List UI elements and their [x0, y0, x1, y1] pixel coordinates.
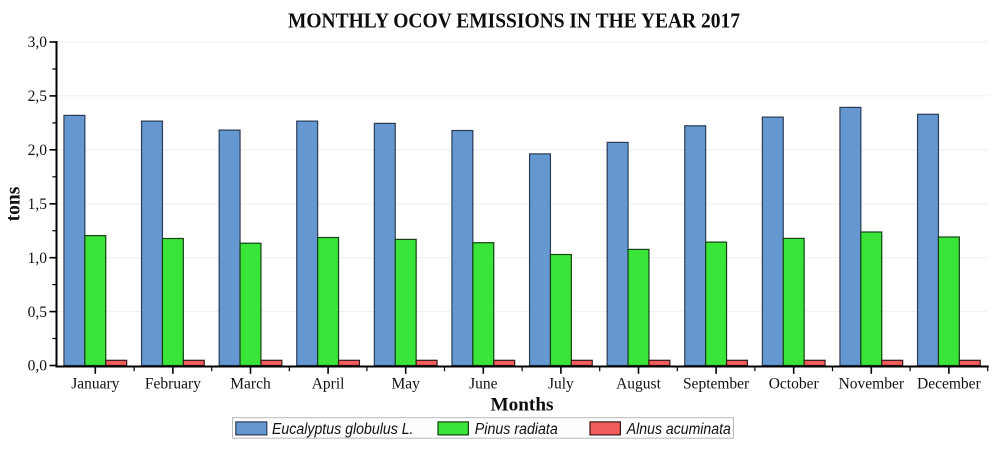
- svg-text:October: October: [769, 376, 820, 393]
- svg-text:April: April: [312, 376, 345, 393]
- svg-text:2,0: 2,0: [28, 142, 48, 159]
- svg-text:July: July: [548, 376, 574, 393]
- svg-text:3,0: 3,0: [28, 34, 48, 51]
- svg-text:February: February: [145, 376, 201, 393]
- svg-text:2,5: 2,5: [28, 88, 48, 105]
- svg-text:1,0: 1,0: [28, 250, 48, 267]
- svg-text:Eucalyptus globulus L.: Eucalyptus globulus L.: [272, 421, 414, 438]
- svg-text:tons: tons: [4, 186, 25, 221]
- svg-text:June: June: [469, 376, 498, 393]
- svg-text:Months: Months: [491, 395, 554, 415]
- svg-text:May: May: [391, 376, 420, 393]
- svg-text:0,0: 0,0: [28, 358, 48, 375]
- svg-text:March: March: [230, 376, 271, 393]
- svg-text:MONTHLY OCOV EMISSIONS IN THE: MONTHLY OCOV EMISSIONS IN THE YEAR 2017: [288, 9, 740, 33]
- svg-text:January: January: [71, 376, 119, 393]
- svg-text:September: September: [683, 376, 750, 393]
- svg-text:Pinus radiata: Pinus radiata: [475, 421, 558, 438]
- svg-text:December: December: [917, 376, 982, 393]
- svg-text:August: August: [616, 376, 661, 393]
- svg-text:0,5: 0,5: [28, 304, 48, 321]
- svg-text:Alnus acuminata: Alnus acuminata: [626, 421, 731, 438]
- svg-text:November: November: [839, 376, 905, 393]
- svg-text:1,5: 1,5: [28, 196, 48, 213]
